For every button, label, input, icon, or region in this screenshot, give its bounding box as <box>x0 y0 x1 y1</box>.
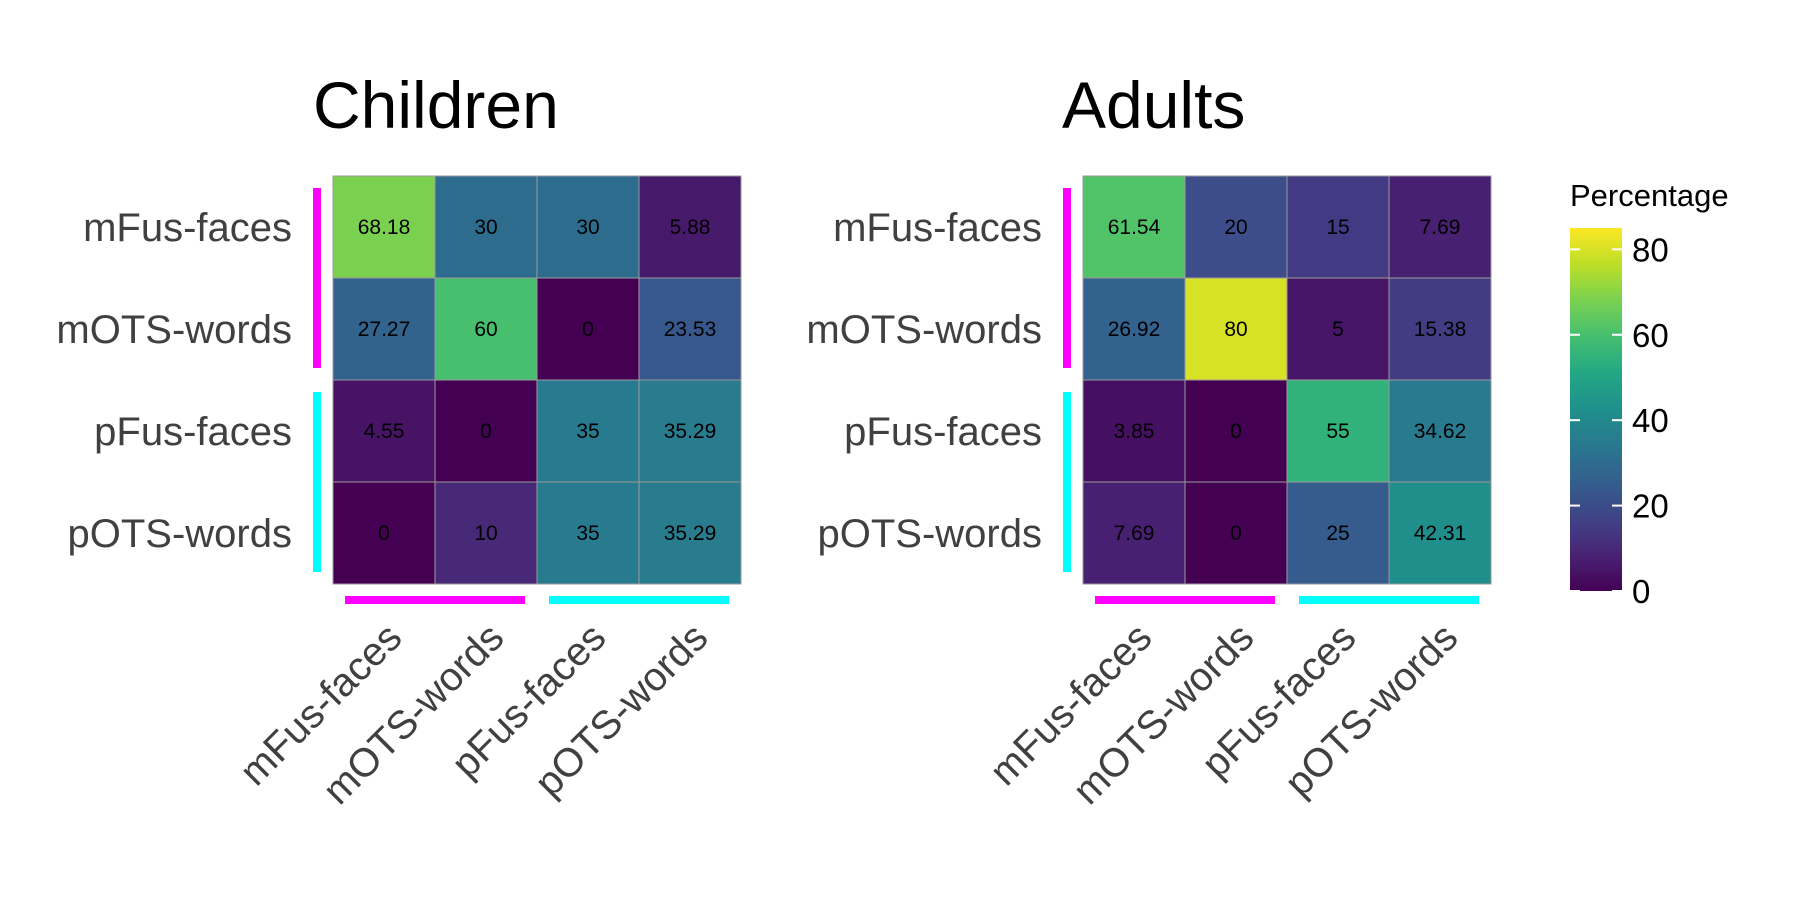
heatmap-border <box>1082 175 1492 585</box>
heatmap-cell <box>638 175 742 279</box>
cell-value-label: 55 <box>1326 420 1349 443</box>
cell-value-label: 5.88 <box>670 216 711 239</box>
heatmap-cell <box>434 175 538 279</box>
cell-value-label: 35 <box>576 420 599 443</box>
row-tick-label: pOTS-words <box>818 512 1043 556</box>
heatmap-cell <box>1388 175 1492 279</box>
cell-value-label: 5 <box>1332 318 1344 341</box>
row-tick-label: mFus-faces <box>83 206 292 250</box>
cell-value-label: 60 <box>474 318 497 341</box>
row-tick-label: pFus-faces <box>94 410 292 454</box>
cell-value-label: 7.69 <box>1420 216 1461 239</box>
heatmap-panel-1: Children 68.18 30 30 5.88 27.27 60 0 23.53 4.55 0 3… <box>56 68 742 813</box>
cell-value-label: 35.29 <box>664 522 717 545</box>
row-group-bar <box>313 392 321 572</box>
heatmap-cell <box>1286 175 1390 279</box>
heatmap-cell <box>1388 481 1492 585</box>
colorbar-legend: Percentage 0 20 40 60 80 <box>1570 178 1729 610</box>
cell-value-label: 27.27 <box>358 318 411 341</box>
colorbar-tick-label: 40 <box>1632 402 1669 439</box>
cell-value-label: 35.29 <box>664 420 717 443</box>
colorbar-tick-label: 20 <box>1632 488 1669 525</box>
heatmap-cell <box>434 379 538 483</box>
colorbar-tick-label: 60 <box>1632 317 1669 354</box>
heatmap-cell <box>638 379 742 483</box>
cell-value-label: 35 <box>576 522 599 545</box>
heatmap-cell <box>1082 379 1186 483</box>
legend-title: Percentage <box>1570 178 1729 213</box>
cell-value-label: 0 <box>480 420 492 443</box>
cell-value-label: 20 <box>1224 216 1247 239</box>
cell-value-label: 7.69 <box>1114 522 1155 545</box>
heatmap-cell <box>1184 481 1288 585</box>
heatmap-cell <box>638 481 742 585</box>
cell-value-label: 0 <box>582 318 594 341</box>
heatmap-cell <box>434 481 538 585</box>
cell-value-label: 30 <box>576 216 599 239</box>
row-group-bar <box>313 188 321 368</box>
col-tick-label: mOTS-words <box>315 615 513 813</box>
heatmap-cell <box>332 277 436 381</box>
cell-value-label: 0 <box>1230 420 1242 443</box>
row-tick-label: mFus-faces <box>833 206 1042 250</box>
cell-value-label: 25 <box>1326 522 1349 545</box>
cell-value-label: 15 <box>1326 216 1349 239</box>
heatmap-border <box>332 175 742 585</box>
row-group-bar <box>1063 392 1071 572</box>
heatmap-cell <box>536 481 640 585</box>
heatmap-cell <box>434 277 538 381</box>
panel-title: Adults <box>1062 68 1245 142</box>
row-tick-label: pOTS-words <box>68 512 293 556</box>
colorbar-tick-label: 0 <box>1632 573 1650 610</box>
cell-value-label: 10 <box>474 522 497 545</box>
panel-title: Children <box>313 68 559 142</box>
cell-value-label: 30 <box>474 216 497 239</box>
heatmap-cell <box>1286 481 1390 585</box>
cell-value-label: 61.54 <box>1108 216 1161 239</box>
cell-value-label: 3.85 <box>1114 420 1155 443</box>
row-group-bar <box>1063 188 1071 368</box>
col-group-bar <box>1299 596 1479 604</box>
heatmap-cell <box>1184 277 1288 381</box>
heatmap-cell <box>1286 379 1390 483</box>
col-group-bar <box>1095 596 1275 604</box>
row-tick-label: mOTS-words <box>56 308 292 352</box>
heatmap-cell <box>638 277 742 381</box>
heatmap-cell <box>1286 277 1390 381</box>
cell-value-label: 0 <box>1230 522 1242 545</box>
cell-value-label: 23.53 <box>664 318 717 341</box>
heatmap-cell <box>332 175 436 279</box>
heatmap-cell <box>1388 277 1492 381</box>
cell-value-label: 0 <box>378 522 390 545</box>
col-group-bar <box>549 596 729 604</box>
colorbar <box>1570 228 1622 591</box>
cell-value-label: 80 <box>1224 318 1247 341</box>
cell-value-label: 42.31 <box>1414 522 1467 545</box>
row-tick-label: pFus-faces <box>844 410 1042 454</box>
cell-value-label: 15.38 <box>1414 318 1467 341</box>
heatmap-cell <box>1184 379 1288 483</box>
heatmap-panel-2: Adults 61.54 20 15 7.69 26.92 80 5 15.38 3.85 0 55 3… <box>806 68 1492 813</box>
col-tick-label: mOTS-words <box>1065 615 1263 813</box>
col-group-bar <box>345 596 525 604</box>
cell-value-label: 26.92 <box>1108 318 1161 341</box>
cell-value-label: 4.55 <box>364 420 405 443</box>
cell-value-label: 68.18 <box>358 216 411 239</box>
heatmap-cell <box>1082 481 1186 585</box>
heatmap-cell <box>332 481 436 585</box>
cell-value-label: 34.62 <box>1414 420 1467 443</box>
colorbar-tick-label: 80 <box>1632 231 1669 268</box>
row-tick-label: mOTS-words <box>806 308 1042 352</box>
